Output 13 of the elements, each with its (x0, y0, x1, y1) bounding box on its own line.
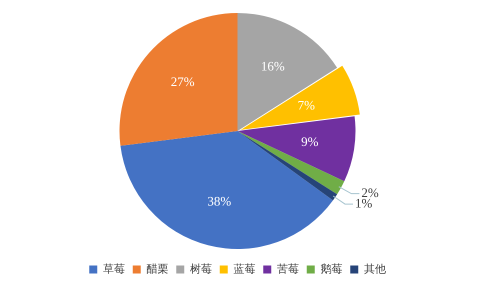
legend-label: 树莓 (190, 262, 212, 276)
data-label: 9% (301, 134, 319, 149)
legend-label: 其他 (364, 262, 386, 276)
legend-label: 蓝莓 (233, 262, 256, 276)
data-label: 27% (170, 74, 195, 90)
legend-label: 鹅莓 (320, 262, 342, 276)
data-label: 2% (361, 185, 379, 200)
data-label: 38% (207, 193, 232, 208)
legend-label: 醋栗 (146, 262, 168, 276)
data-label: 7% (298, 98, 316, 113)
legend-label: 草莓 (102, 262, 125, 276)
data-label: 16% (260, 58, 285, 74)
legend-label: 苦莓 (276, 262, 299, 276)
